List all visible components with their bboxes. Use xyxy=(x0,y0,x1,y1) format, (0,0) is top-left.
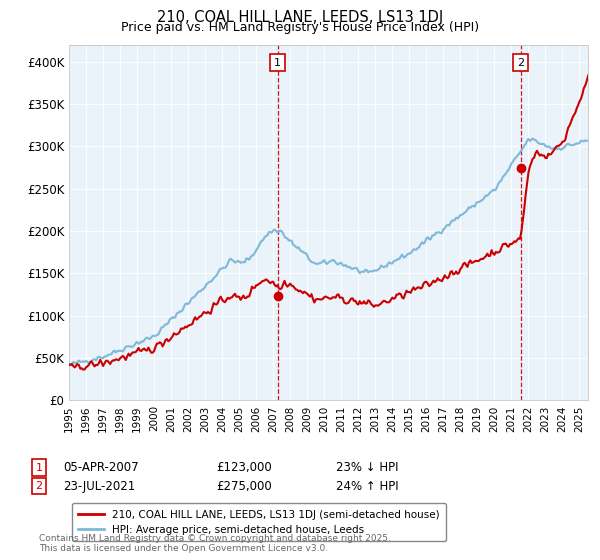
Text: £275,000: £275,000 xyxy=(216,479,272,493)
Text: 05-APR-2007: 05-APR-2007 xyxy=(63,461,139,474)
Text: 1: 1 xyxy=(35,463,43,473)
Text: 2: 2 xyxy=(517,58,524,68)
Text: 24% ↑ HPI: 24% ↑ HPI xyxy=(336,479,398,493)
Text: 2: 2 xyxy=(35,481,43,491)
Text: 23-JUL-2021: 23-JUL-2021 xyxy=(63,479,135,493)
Text: 1: 1 xyxy=(274,58,281,68)
Text: Price paid vs. HM Land Registry's House Price Index (HPI): Price paid vs. HM Land Registry's House … xyxy=(121,21,479,34)
Text: 210, COAL HILL LANE, LEEDS, LS13 1DJ: 210, COAL HILL LANE, LEEDS, LS13 1DJ xyxy=(157,10,443,25)
Text: £123,000: £123,000 xyxy=(216,461,272,474)
Legend: 210, COAL HILL LANE, LEEDS, LS13 1DJ (semi-detached house), HPI: Average price, : 210, COAL HILL LANE, LEEDS, LS13 1DJ (se… xyxy=(71,503,446,541)
Text: Contains HM Land Registry data © Crown copyright and database right 2025.
This d: Contains HM Land Registry data © Crown c… xyxy=(39,534,391,553)
Text: 23% ↓ HPI: 23% ↓ HPI xyxy=(336,461,398,474)
